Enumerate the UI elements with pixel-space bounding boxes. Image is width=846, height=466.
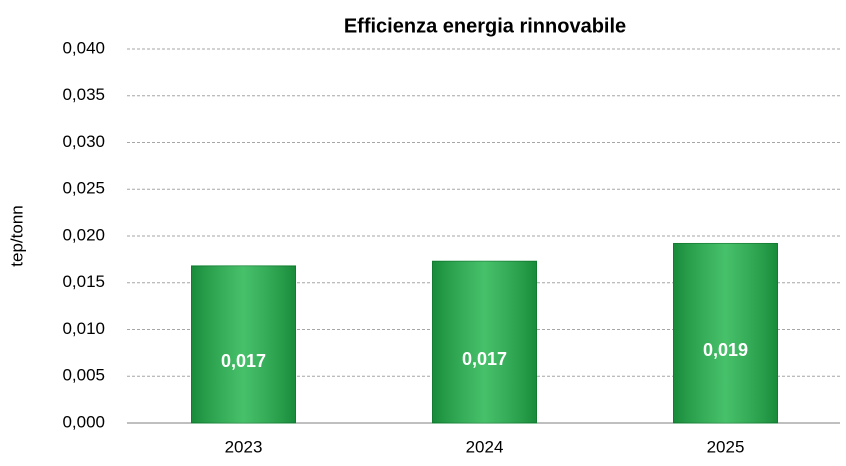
y-tick-label: 0,010 [62,319,105,338]
y-tick-label: 0,035 [62,85,105,104]
y-tick-label: 0,015 [62,272,105,291]
y-tick-label: 0,000 [62,412,105,431]
y-tick-label: 0,025 [62,179,105,198]
bar-shading [191,265,296,423]
y-tick-label: 0,040 [62,38,105,57]
value-label: 0,019 [703,340,748,360]
chart-title: Efficienza energia rinnovabile [344,15,626,37]
value-label: 0,017 [462,349,507,369]
y-tick-label: 0,005 [62,366,105,385]
x-tick-label: 2024 [466,437,504,456]
bar-shading [673,243,778,423]
y-tick-label: 0,030 [62,132,105,151]
value-label: 0,017 [221,351,266,371]
bar-shading [432,261,537,423]
y-axis-title: tep/tonn [7,205,26,266]
y-tick-label: 0,020 [62,225,105,244]
x-tick-label: 2025 [707,437,745,456]
x-tick-label: 2023 [225,437,263,456]
